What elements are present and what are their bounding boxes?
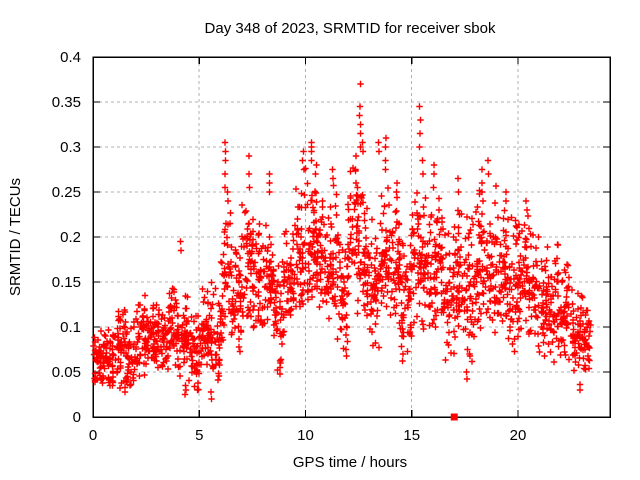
svg-text:5: 5 bbox=[195, 427, 203, 444]
svg-text:0.3: 0.3 bbox=[60, 139, 81, 156]
x-tick-labels: 0 5 10 15 20 bbox=[89, 427, 527, 444]
chart-title: Day 348 of 2023, SRMTID for receiver sbo… bbox=[205, 20, 496, 37]
svg-text:0.1: 0.1 bbox=[60, 319, 81, 336]
y-axis-label: SRMTID / TECUs bbox=[7, 178, 24, 296]
special-data-point bbox=[450, 413, 458, 421]
svg-text:0.4: 0.4 bbox=[60, 49, 81, 66]
data-points-srmtid bbox=[90, 80, 594, 403]
x-axis-label: GPS time / hours bbox=[293, 454, 407, 471]
svg-text:20: 20 bbox=[510, 427, 527, 444]
svg-text:0.15: 0.15 bbox=[52, 274, 81, 291]
svg-text:0: 0 bbox=[89, 427, 97, 444]
svg-text:10: 10 bbox=[297, 427, 314, 444]
svg-text:0.25: 0.25 bbox=[52, 184, 81, 201]
svg-text:0.2: 0.2 bbox=[60, 229, 81, 246]
svg-text:0: 0 bbox=[73, 409, 81, 426]
y-tick-labels: 0 0.05 0.1 0.15 0.2 0.25 0.3 0.35 0.4 bbox=[52, 49, 81, 426]
svg-text:0.35: 0.35 bbox=[52, 94, 81, 111]
svg-text:15: 15 bbox=[403, 427, 420, 444]
svg-text:0.05: 0.05 bbox=[52, 364, 81, 381]
